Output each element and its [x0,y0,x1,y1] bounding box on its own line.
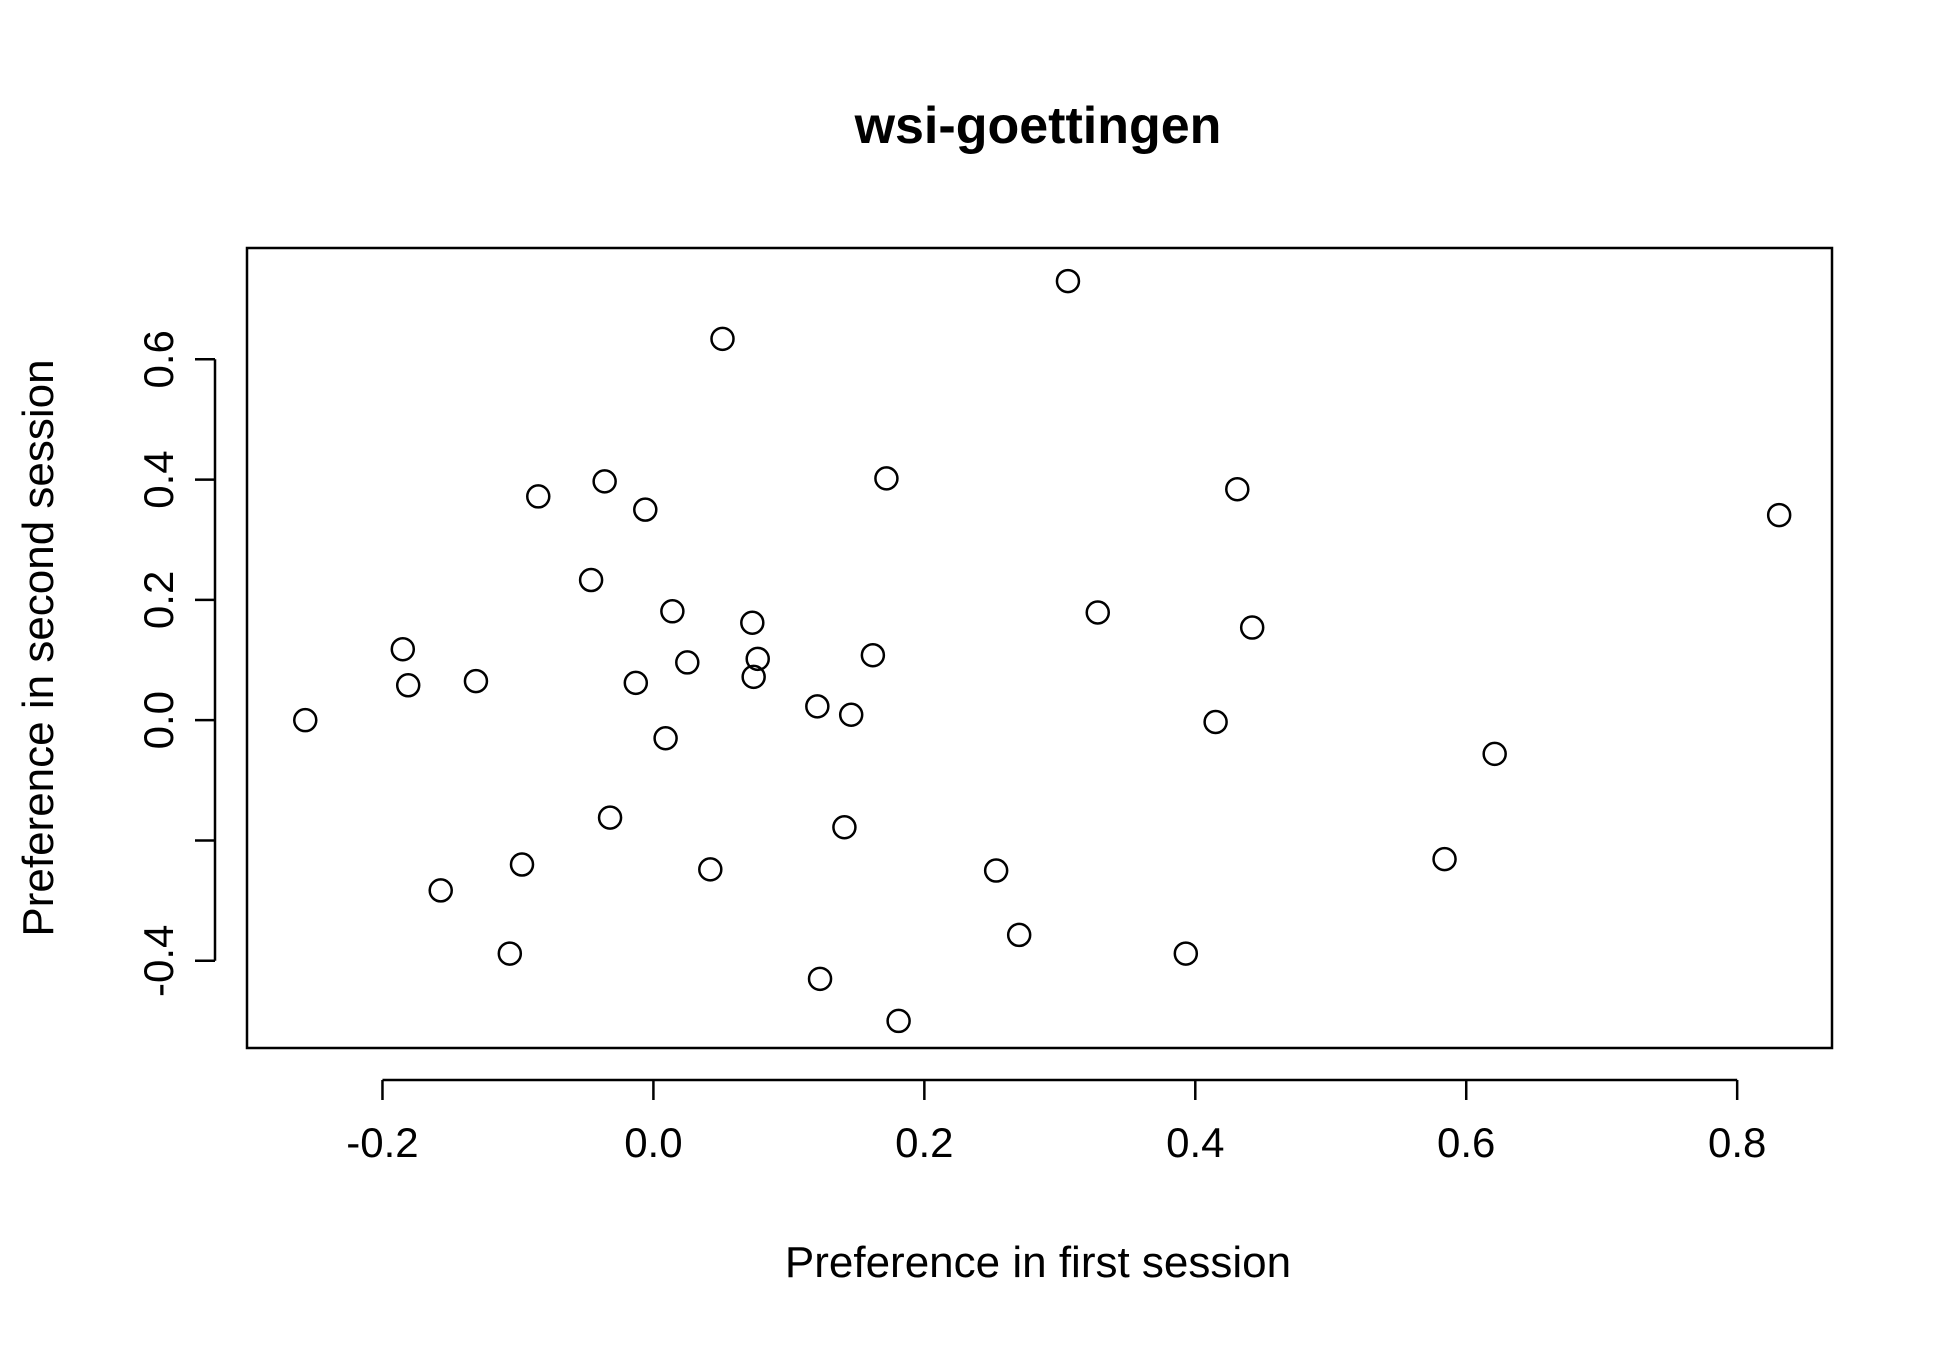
x-tick-label: 0.2 [895,1119,953,1166]
data-point [597,805,623,830]
data-point [293,707,318,733]
data-point [740,610,765,635]
x-tick-label: 0.6 [1437,1119,1495,1166]
data-point [1239,615,1265,640]
data-point [526,484,551,509]
data-point [983,858,1009,883]
y-tick-label: 0.0 [135,691,182,749]
data-point [698,857,723,882]
data-point [653,725,678,751]
y-tick-label: 0.2 [135,571,182,629]
data-point [390,636,416,662]
data-point [1482,741,1507,767]
data-point [832,814,857,840]
x-axis: -0.2 0.0 0.2 0.4 0.6 0.8 [346,1078,1766,1166]
x-tick-label: 0.0 [624,1119,682,1166]
data-point [1173,941,1199,966]
data-point [745,646,770,672]
data-point [741,664,766,690]
data-point [1085,600,1111,625]
data-point [675,650,700,675]
data-point [874,466,899,491]
data-point [805,694,830,719]
data-point [497,941,523,966]
y-axis-label: Preference in second session [14,359,63,936]
data-point [509,852,535,877]
data-point [428,878,453,903]
plot-frame [245,246,1834,1050]
data-point [395,673,421,698]
data-points [293,268,1792,1034]
data-point [1055,268,1081,294]
data-point [623,670,649,696]
data-point [860,642,886,668]
x-tick-label: 0.4 [1166,1119,1224,1166]
data-point [592,469,617,494]
data-point [886,1008,911,1034]
x-tick-label: 0.8 [1708,1119,1766,1166]
y-axis: -0.4 0.0 0.2 0.4 0.6 [135,330,217,997]
data-point [660,599,685,624]
y-tick-label: -0.4 [135,925,182,997]
x-tick-label: -0.2 [346,1119,418,1166]
data-point [1432,846,1457,872]
data-point [1766,502,1792,528]
data-point [1203,709,1228,735]
x-axis-label: Preference in first session [785,1238,1291,1287]
data-point [807,966,833,992]
y-tick-label: 0.6 [135,330,182,388]
data-point [1225,476,1250,502]
y-tick-label: 0.4 [135,450,182,508]
data-point [578,567,604,593]
data-point [633,497,658,522]
chart-title: wsi-goettingen [854,97,1222,155]
data-point [463,668,489,694]
data-point [710,326,735,352]
data-point [1006,922,1032,948]
data-point [838,702,864,728]
